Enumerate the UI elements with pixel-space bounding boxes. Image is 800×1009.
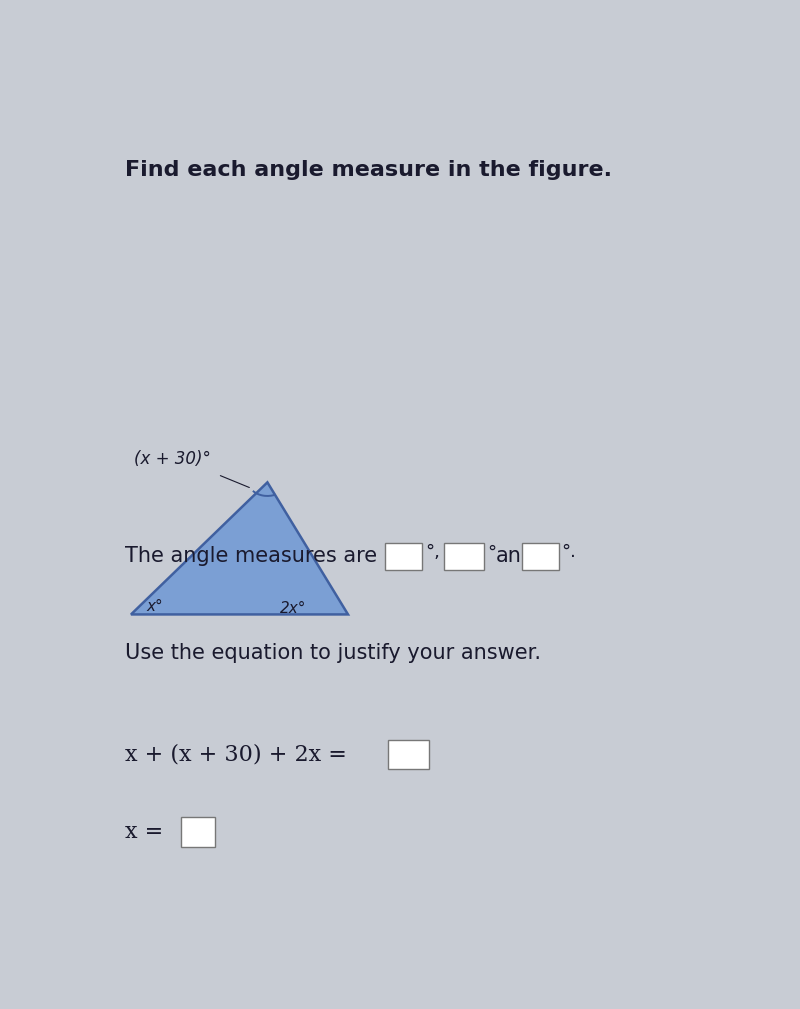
Bar — [522, 543, 558, 570]
Text: Use the equation to justify your answer.: Use the equation to justify your answer. — [125, 644, 541, 663]
Text: °.: °. — [562, 543, 576, 561]
Text: °: ° — [487, 543, 496, 561]
Text: x =: x = — [125, 821, 163, 843]
Text: The angle measures are: The angle measures are — [125, 546, 383, 566]
Text: °,: °, — [425, 543, 440, 561]
Text: Find each angle measure in the figure.: Find each angle measure in the figure. — [125, 160, 612, 180]
Text: x°: x° — [146, 599, 163, 614]
Text: 2x°: 2x° — [280, 601, 306, 616]
Bar — [181, 817, 214, 847]
Text: (x + 30)°: (x + 30)° — [134, 450, 211, 468]
Bar — [444, 543, 485, 570]
Text: and: and — [495, 546, 534, 566]
Polygon shape — [131, 482, 348, 614]
Text: x + (x + 30) + 2x =: x + (x + 30) + 2x = — [125, 744, 346, 765]
Bar — [386, 543, 422, 570]
Bar — [388, 740, 429, 769]
